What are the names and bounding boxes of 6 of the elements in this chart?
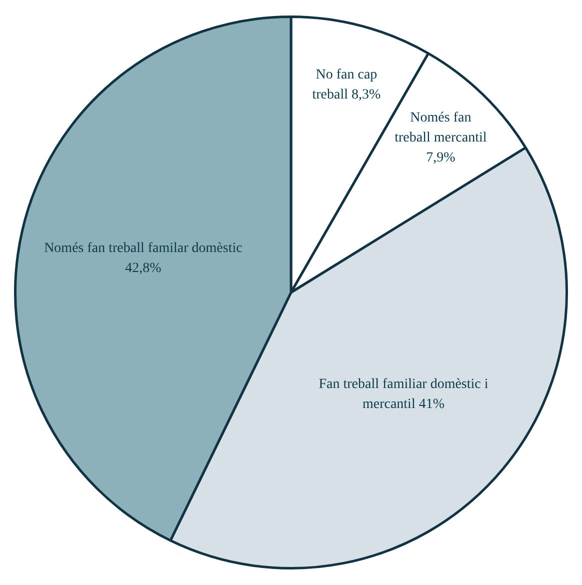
slice-label: Només fan treball mercantil <box>394 110 487 146</box>
slice-label: Només fan treball familar domèstic <box>44 241 242 256</box>
data-label: 7,9% <box>426 150 456 166</box>
slice-label: No fan cap treball 8,3% <box>312 67 381 102</box>
data-label: 42,8% <box>125 261 162 276</box>
slice-label: Fan treball familiar domèstic i mercantil 41% <box>318 376 488 412</box>
